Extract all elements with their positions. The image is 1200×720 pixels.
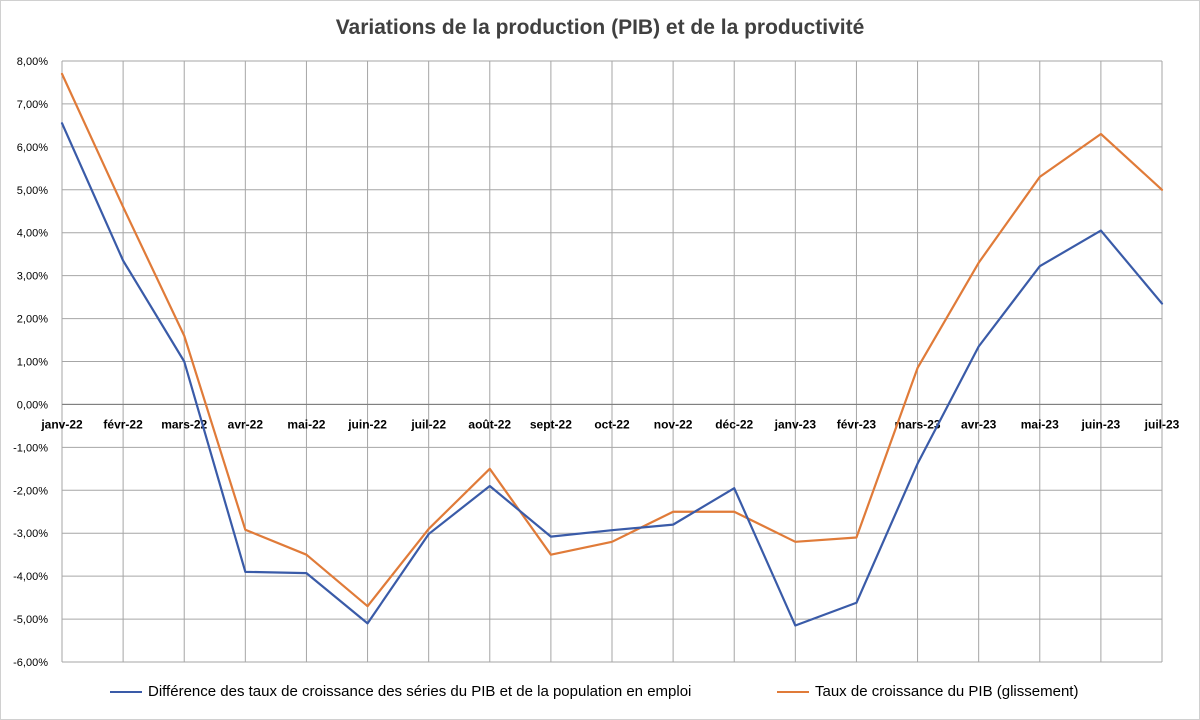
- y-tick-label: 0,00%: [17, 399, 48, 411]
- y-tick-label: 8,00%: [17, 56, 48, 68]
- x-tick-label: avr-22: [228, 417, 264, 431]
- x-tick-label: déc-22: [715, 417, 753, 431]
- y-tick-label: 6,00%: [17, 142, 48, 154]
- series-line-pib: [60, 72, 1164, 608]
- series-line-difference: [60, 122, 1164, 627]
- legend-label-pib: Taux de croissance du PIB (glissement): [815, 683, 1079, 700]
- legend: Différence des taux de croissance des sé…: [0, 683, 1200, 705]
- x-tick-label: juin-22: [347, 417, 387, 431]
- y-tick-label: -3,00%: [13, 528, 48, 540]
- x-tick-label: sept-22: [530, 417, 572, 431]
- x-tick-label: juin-23: [1081, 417, 1121, 431]
- y-tick-label: -4,00%: [13, 571, 48, 583]
- y-tick-label: -1,00%: [13, 442, 48, 454]
- y-tick-label: 4,00%: [17, 228, 48, 240]
- x-tick-label: févr-23: [837, 417, 877, 431]
- x-tick-label: avr-23: [961, 417, 997, 431]
- legend-item-pib: Taux de croissance du PIB (glissement): [777, 683, 1078, 700]
- legend-label-difference: Différence des taux de croissance des sé…: [148, 683, 692, 700]
- y-tick-label: 3,00%: [17, 271, 48, 283]
- x-tick-label: mai-23: [1021, 417, 1059, 431]
- x-tick-label: janv-22: [40, 417, 83, 431]
- y-tick-label: -2,00%: [13, 485, 48, 497]
- y-tick-label: 2,00%: [17, 314, 48, 326]
- y-tick-label: -6,00%: [13, 657, 48, 669]
- chart-title: Variations de la production (PIB) et de …: [335, 16, 865, 39]
- y-tick-label: 5,00%: [17, 185, 48, 197]
- legend-swatch-difference: [110, 690, 142, 693]
- x-tick-label: nov-22: [654, 417, 693, 431]
- y-tick-label: -5,00%: [13, 614, 48, 626]
- x-tick-label: mai-22: [287, 417, 325, 431]
- x-tick-label: juil-22: [410, 417, 446, 431]
- x-tick-label: févr-22: [103, 417, 143, 431]
- x-tick-label: oct-22: [594, 417, 630, 431]
- x-tick-label: août-22: [468, 417, 511, 431]
- y-tick-label: 1,00%: [17, 357, 48, 369]
- x-tick-label: mars-23: [895, 417, 941, 431]
- legend-item-difference: Différence des taux de croissance des sé…: [110, 683, 691, 700]
- x-tick-label: janv-23: [774, 417, 817, 431]
- x-tick-label: juil-23: [1144, 417, 1180, 431]
- x-tick-label: mars-22: [161, 417, 207, 431]
- y-tick-label: 7,00%: [17, 99, 48, 111]
- legend-swatch-pib: [777, 690, 809, 693]
